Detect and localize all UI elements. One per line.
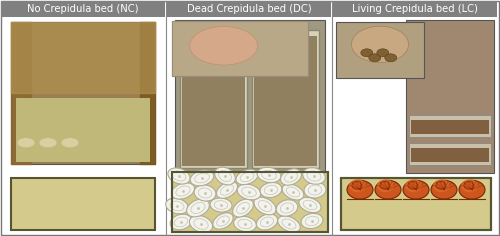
Ellipse shape [214,167,236,185]
FancyBboxPatch shape [180,30,247,168]
FancyBboxPatch shape [16,98,150,162]
Ellipse shape [431,180,457,199]
Ellipse shape [234,216,256,232]
Ellipse shape [278,216,300,232]
Ellipse shape [377,179,394,192]
Ellipse shape [304,182,326,198]
Ellipse shape [256,214,278,230]
FancyBboxPatch shape [172,21,308,76]
Ellipse shape [464,181,474,189]
Ellipse shape [380,181,390,189]
FancyBboxPatch shape [172,172,328,232]
Ellipse shape [347,180,373,199]
Ellipse shape [237,184,261,200]
Ellipse shape [168,168,190,184]
FancyBboxPatch shape [336,22,424,78]
Ellipse shape [436,181,446,189]
Ellipse shape [190,26,258,65]
Ellipse shape [369,54,381,62]
Ellipse shape [276,200,298,216]
Ellipse shape [172,183,194,199]
Ellipse shape [170,214,192,230]
Ellipse shape [405,179,422,192]
FancyBboxPatch shape [409,115,491,137]
Ellipse shape [254,197,276,215]
Ellipse shape [282,184,304,200]
Ellipse shape [186,199,210,217]
Ellipse shape [194,185,216,201]
Ellipse shape [210,198,232,212]
Ellipse shape [166,198,188,214]
Ellipse shape [349,179,366,192]
Ellipse shape [352,26,408,63]
Ellipse shape [232,199,254,217]
FancyBboxPatch shape [182,36,245,166]
Text: No Crepidula bed (NC): No Crepidula bed (NC) [27,4,139,14]
Ellipse shape [190,215,212,232]
Ellipse shape [302,168,326,184]
Ellipse shape [375,180,401,199]
FancyBboxPatch shape [411,120,489,134]
FancyBboxPatch shape [1,1,165,17]
Ellipse shape [403,180,429,199]
FancyBboxPatch shape [411,148,489,162]
FancyBboxPatch shape [333,1,497,17]
Ellipse shape [352,181,362,189]
Text: Dead Crepidula bed (DC): Dead Crepidula bed (DC) [186,4,312,14]
FancyBboxPatch shape [406,20,494,173]
Ellipse shape [17,138,35,148]
Ellipse shape [39,138,57,148]
Ellipse shape [280,169,301,185]
Ellipse shape [361,49,373,57]
Text: Living Crepidula bed (LC): Living Crepidula bed (LC) [352,4,478,14]
FancyBboxPatch shape [167,1,331,17]
Ellipse shape [433,179,450,192]
FancyBboxPatch shape [11,178,155,230]
FancyBboxPatch shape [252,30,319,168]
Ellipse shape [385,54,397,62]
Ellipse shape [257,167,281,183]
Ellipse shape [236,169,258,185]
Ellipse shape [260,182,282,198]
Ellipse shape [459,180,485,199]
Ellipse shape [299,197,321,213]
Ellipse shape [377,49,389,57]
Ellipse shape [216,182,238,198]
Ellipse shape [301,213,323,229]
Ellipse shape [461,179,478,192]
Ellipse shape [213,213,233,229]
Ellipse shape [408,181,418,189]
Ellipse shape [190,170,214,186]
FancyBboxPatch shape [409,143,491,165]
FancyBboxPatch shape [11,22,155,164]
FancyBboxPatch shape [341,178,491,230]
Ellipse shape [61,138,79,148]
FancyBboxPatch shape [254,36,317,166]
FancyBboxPatch shape [175,20,325,173]
